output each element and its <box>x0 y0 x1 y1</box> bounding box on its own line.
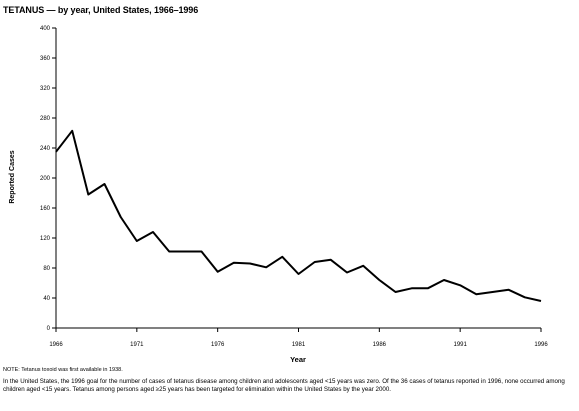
footnote: NOTE: Tetanus toxoid was first available… <box>3 367 123 373</box>
x-tick-label: 1971 <box>130 342 144 348</box>
series-line <box>55 129 542 302</box>
y-tick-label: 0 <box>47 326 51 332</box>
y-tick-label: 80 <box>43 266 50 272</box>
y-tick-label: 360 <box>40 56 51 62</box>
chart-title: TETANUS — by year, United States, 1966–1… <box>3 5 199 15</box>
series-layer <box>55 129 542 302</box>
x-axis: 1966 1971 1976 1981 1986 1991 1996 <box>49 327 548 348</box>
y-tick-label: 40 <box>43 296 50 302</box>
y-axis-label: Reported Cases <box>9 150 16 203</box>
caption: In the United States, the 1996 goal for … <box>3 378 565 393</box>
y-tick-label: 160 <box>40 206 51 212</box>
y-tick-label: 200 <box>40 176 51 182</box>
x-tick-label: 1996 <box>534 342 548 348</box>
x-tick-label: 1986 <box>373 342 387 348</box>
y-tick-label: 120 <box>40 236 51 242</box>
y-axis: 0 40 80 120 160 200 240 280 320 360 400 <box>40 26 57 332</box>
y-tick-label: 320 <box>40 86 51 92</box>
y-tick-label: 240 <box>40 146 51 152</box>
y-tick-label: 400 <box>40 26 51 32</box>
x-tick-label: 1966 <box>49 342 63 348</box>
x-tick-label: 1981 <box>292 342 306 348</box>
x-axis-label: Year <box>290 355 306 364</box>
x-tick-label: 1991 <box>453 342 467 348</box>
y-tick-label: 280 <box>40 116 51 122</box>
x-tick-label: 1976 <box>211 342 225 348</box>
